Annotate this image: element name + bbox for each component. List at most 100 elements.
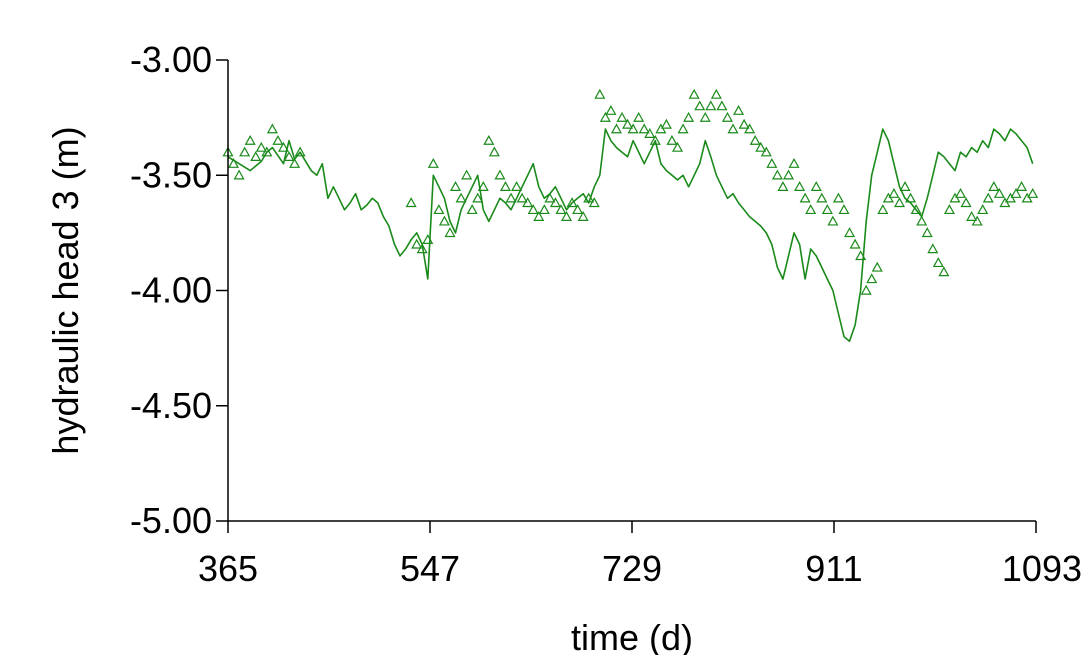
- triangle-marker: [721, 111, 733, 122]
- triangle-marker: [805, 204, 817, 215]
- triangle-marker: [422, 234, 434, 244]
- triangle-marker: [283, 151, 295, 162]
- x-tick-label: 911: [805, 548, 862, 589]
- triangle-marker: [427, 157, 439, 168]
- y-tick-label: -4.00: [130, 270, 212, 311]
- triangle-marker: [749, 134, 761, 145]
- triangle-marker: [816, 192, 828, 203]
- y-tick-label: -4.50: [130, 385, 212, 426]
- triangle-marker: [683, 111, 695, 122]
- triangle-marker: [705, 100, 717, 111]
- triangle-marker: [610, 123, 622, 134]
- triangle-marker: [777, 181, 789, 191]
- triangle-marker: [993, 187, 1005, 198]
- x-tick-label: 1093: [1002, 548, 1082, 589]
- x-axis-title: time (d): [571, 617, 693, 655]
- triangle-marker: [505, 192, 517, 203]
- triangle-marker: [960, 197, 972, 208]
- x-tick-label: 729: [602, 548, 662, 589]
- labels-layer: -3.00 -3.50 -4.00 -4.50 -5.00 365 547 729 911 109…: [45, 39, 1082, 655]
- triangle-marker: [494, 169, 506, 180]
- triangle-marker: [794, 181, 806, 191]
- triangle-marker: [416, 243, 428, 254]
- triangle-marker: [527, 204, 539, 215]
- triangle-marker: [228, 157, 240, 168]
- triangle-marker: [411, 238, 423, 249]
- triangle-marker: [827, 215, 839, 226]
- triangle-marker: [622, 118, 634, 129]
- axes-layer: [216, 59, 1037, 533]
- triangle-marker: [677, 123, 689, 134]
- triangle-marker: [1027, 187, 1039, 198]
- triangle-marker: [577, 211, 589, 221]
- triangle-marker: [616, 111, 628, 122]
- triangle-marker: [588, 197, 600, 208]
- triangle-marker: [899, 181, 911, 191]
- triangle-marker: [893, 197, 906, 208]
- triangle-marker: [250, 151, 262, 162]
- y-axis-title: hydraulic head 3 (m): [45, 126, 86, 454]
- triangle-marker: [910, 204, 922, 215]
- triangle-marker: [516, 192, 528, 203]
- triangle-marker: [455, 192, 467, 203]
- triangle-marker: [444, 227, 456, 238]
- triangle-marker: [760, 146, 772, 157]
- triangle-marker: [560, 211, 573, 221]
- triangle-marker: [255, 141, 267, 152]
- triangle-marker: [272, 134, 284, 145]
- triangle-marker: [738, 118, 750, 129]
- x-tick-label: 547: [400, 548, 460, 589]
- triangle-marker: [733, 104, 745, 115]
- triangle-marker: [932, 257, 944, 268]
- triangle-marker: [716, 100, 728, 111]
- triangle-marker: [566, 197, 578, 208]
- triangle-marker: [627, 123, 639, 134]
- triangle-marker: [583, 192, 595, 203]
- triangle-marker: [860, 284, 872, 295]
- triangle-marker: [888, 187, 900, 198]
- triangle-marker: [849, 238, 861, 249]
- triangle-marker: [483, 134, 495, 145]
- triangle-marker: [599, 111, 611, 122]
- triangle-marker: [644, 128, 656, 138]
- triangle-marker: [699, 111, 711, 122]
- triangle-marker: [466, 204, 478, 215]
- triangle-marker: [694, 100, 706, 111]
- triangle-marker: [433, 204, 445, 215]
- triangle-marker: [916, 215, 928, 226]
- triangle-marker: [450, 181, 462, 191]
- triangle-marker: [549, 197, 561, 208]
- triangle-marker: [671, 141, 684, 152]
- y-tick-label: -3.00: [130, 39, 212, 80]
- triangle-marker: [633, 111, 645, 122]
- triangle-marker: [477, 181, 489, 191]
- triangle-marker: [688, 88, 700, 99]
- series-layer: [222, 88, 1039, 343]
- x-tick-label: 365: [198, 548, 258, 589]
- y-tick-label: -5.00: [130, 500, 212, 541]
- triangle-marker: [239, 146, 251, 157]
- triangle-marker: [938, 266, 950, 277]
- triangle-marker: [988, 181, 1000, 191]
- triangle-marker: [660, 118, 672, 129]
- triangle-marker: [533, 211, 545, 221]
- triangle-marker: [766, 157, 778, 168]
- triangle-marker: [755, 141, 767, 152]
- y-tick-label: -3.50: [130, 154, 212, 195]
- triangle-marker: [921, 227, 933, 238]
- triangle-marker: [233, 169, 245, 180]
- triangle-marker: [727, 123, 739, 134]
- triangle-marker: [605, 104, 617, 115]
- triangle-marker: [838, 204, 850, 215]
- triangle-marker: [788, 157, 800, 168]
- triangle-marker: [905, 192, 917, 203]
- triangle-marker: [771, 169, 783, 180]
- triangle-marker: [866, 273, 878, 284]
- triangle-marker: [966, 211, 978, 221]
- triangle-marker: [555, 204, 567, 215]
- triangle-marker: [982, 192, 994, 203]
- triangle-marker: [261, 146, 273, 157]
- triangle-marker: [499, 181, 511, 191]
- triangle-marker: [877, 204, 889, 215]
